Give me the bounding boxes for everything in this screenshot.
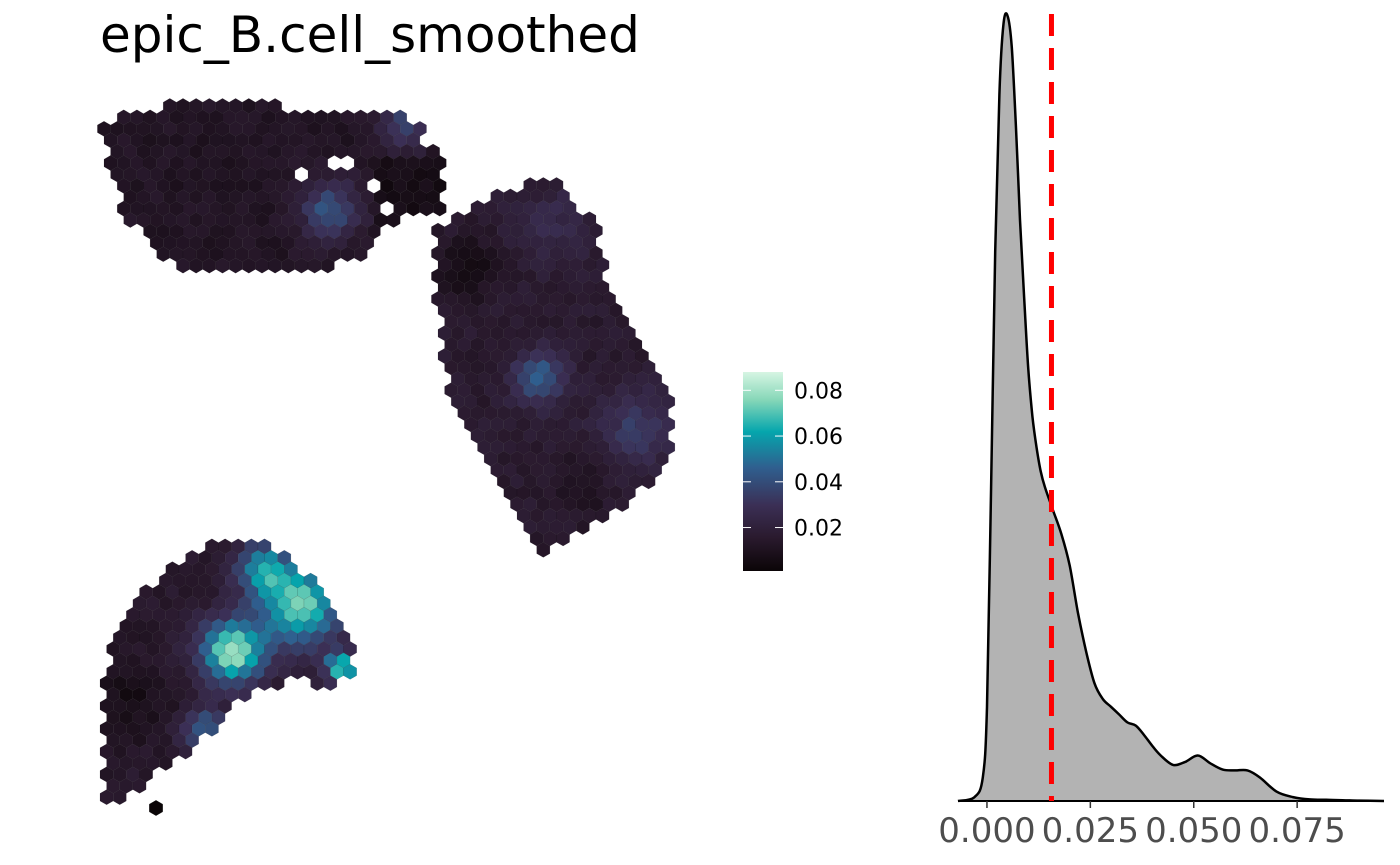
hex-spot	[238, 686, 252, 703]
hex-spot	[178, 743, 193, 760]
hex-spot	[432, 200, 447, 217]
x-tick-label: 0.025	[1042, 811, 1139, 851]
spatial-hex-map	[97, 98, 676, 816]
hex-spot	[270, 675, 285, 692]
hex-spot	[205, 720, 219, 737]
hex-spot	[556, 530, 570, 547]
hex-spot	[641, 473, 656, 490]
x-tick-label: 0.000	[938, 811, 1035, 851]
colorbar-tick-label: 0.02	[794, 517, 843, 542]
hex-spot	[159, 755, 173, 771]
density-plot: 0.000 0.025 0.050 0.075	[938, 12, 1385, 851]
hex-spot	[536, 541, 551, 558]
hex-spot	[323, 675, 338, 692]
x-tick-label: 0.050	[1145, 811, 1242, 851]
colorbar	[743, 372, 783, 571]
colorbar-tick-label: 0.06	[794, 425, 843, 450]
hex-spot	[595, 507, 610, 524]
hex-spot	[386, 212, 401, 228]
hex-spot	[113, 789, 127, 806]
hex-spot	[353, 246, 368, 263]
chart-title: epic_B.cell_smoothed	[100, 6, 640, 64]
colorbar-legend: 0.02 0.04 0.06 0.08	[743, 372, 843, 571]
hex-spot	[615, 496, 630, 513]
colorbar-tick-label: 0.08	[794, 379, 843, 404]
density-curve	[957, 12, 1385, 803]
x-tick-label: 0.075	[1248, 811, 1345, 851]
hex-spot	[576, 519, 590, 535]
colorbar-tick-label: 0.04	[794, 471, 843, 496]
hex-spot	[149, 800, 163, 816]
hex-spot	[132, 777, 147, 794]
hex-spot	[321, 257, 335, 274]
hex-spot	[343, 663, 357, 680]
density-area	[958, 13, 1384, 801]
